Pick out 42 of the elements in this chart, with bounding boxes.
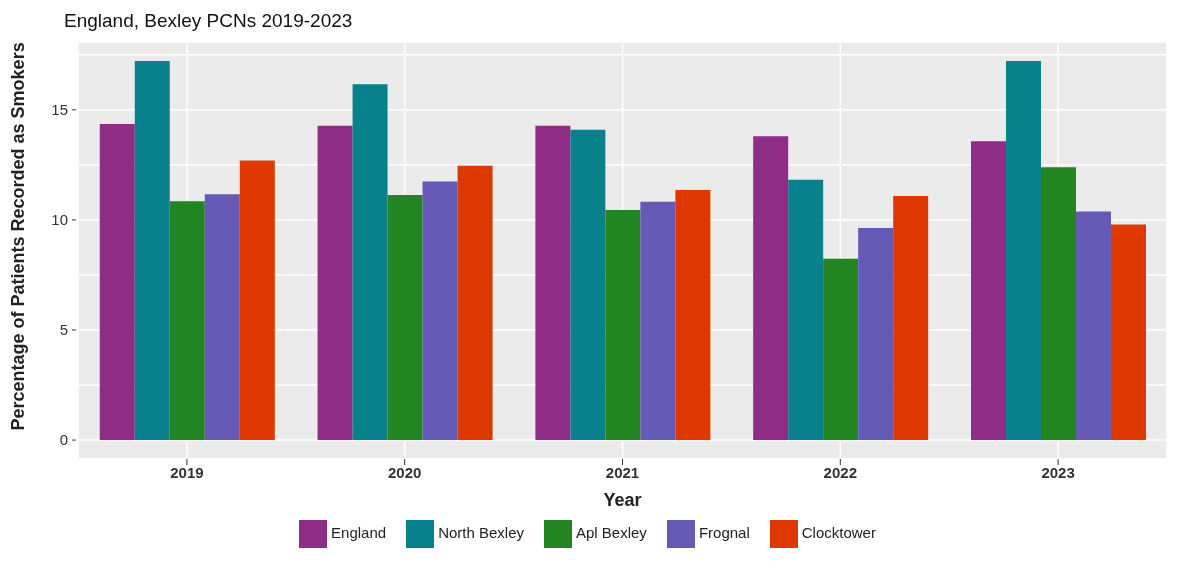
bar: [570, 129, 606, 441]
y-tick-label: 10: [51, 210, 68, 228]
bar: [1110, 224, 1146, 441]
bar: [640, 201, 676, 441]
legend-label: Apl Bexley: [576, 524, 647, 542]
legend-label: Clocktower: [801, 524, 876, 542]
bar: [134, 60, 170, 441]
bar: [675, 189, 711, 441]
bar: [422, 181, 458, 441]
bar: [970, 141, 1006, 441]
y-tick-label: 5: [59, 320, 68, 338]
x-axis-title: Year: [603, 490, 642, 510]
bar: [1040, 167, 1076, 441]
x-tick-label: 2023: [1041, 463, 1075, 481]
bar: [387, 195, 423, 441]
y-tick-label: 0: [59, 431, 68, 449]
chart-title: England, Bexley PCNs 2019-2023: [63, 9, 354, 33]
bar: [457, 165, 493, 441]
bar: [204, 194, 240, 441]
bar: [753, 136, 789, 441]
bar: [1005, 60, 1041, 441]
bar: [605, 209, 641, 441]
bar: [239, 160, 275, 441]
bar: [317, 125, 353, 441]
y-tick-label: 15: [51, 100, 68, 118]
bar: [823, 258, 859, 441]
bar: [535, 125, 571, 441]
y-axis-title: Percentage of Patients Recorded as Smokers: [8, 42, 29, 431]
bar: [893, 196, 929, 441]
bar: [858, 228, 894, 441]
bar: [1075, 211, 1111, 441]
x-tick-label: 2019: [170, 463, 204, 481]
bar: [788, 179, 824, 441]
bar: [352, 84, 388, 441]
bar: [99, 124, 135, 441]
x-tick-label: 2021: [605, 463, 640, 481]
legend-label: Frognal: [698, 524, 750, 542]
bar: [169, 201, 205, 441]
legend-label: England: [331, 524, 387, 542]
legend-label: North Bexley: [438, 524, 524, 542]
x-tick-label: 2022: [823, 463, 857, 481]
x-tick-label: 2020: [388, 463, 422, 481]
